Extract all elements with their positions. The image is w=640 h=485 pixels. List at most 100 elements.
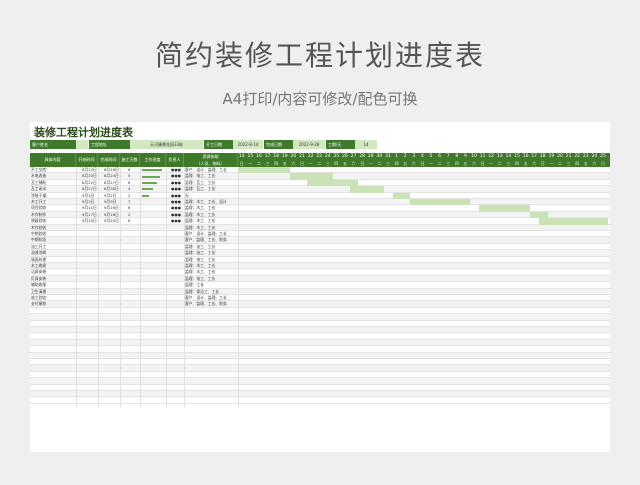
row-days[interactable]: 6 — [128, 167, 131, 172]
table-row — [30, 237, 610, 244]
row-task[interactable]: 木作制作 — [31, 211, 47, 217]
row-resource[interactable]: 客户、设计、监理、工长 — [185, 231, 227, 236]
row-task[interactable]: 油工开工 — [31, 243, 47, 249]
row-resource[interactable]: 客户、监理、工长、财务 — [185, 237, 227, 243]
row-task[interactable]: 支付尾款 — [31, 301, 47, 307]
row-start[interactable]: 8月14日 — [82, 167, 97, 172]
row-days[interactable]: 2 — [128, 211, 131, 217]
row-resource[interactable]: 监理：木工、工长 — [185, 211, 216, 217]
row-task[interactable]: 水电改造 — [31, 173, 47, 179]
row-resource[interactable]: 监理：电工、工长 — [185, 173, 216, 179]
table-row — [30, 391, 610, 398]
row-resource[interactable]: 监理：油工、工长 — [185, 243, 216, 249]
row-resource[interactable]: 监理：油工、工长 — [185, 250, 216, 256]
row-resource[interactable]: 监理：水工、工长 — [185, 269, 216, 275]
row-end[interactable]: 8月27日 — [104, 179, 119, 185]
row-start[interactable]: 9月11日 — [82, 205, 97, 211]
row-resource[interactable]: 监理：木工、工长 — [185, 218, 216, 224]
row-start[interactable]: 9月3日 — [82, 199, 95, 204]
row-end[interactable]: 8月30日 — [104, 186, 119, 192]
row-start[interactable]: 9月19日 — [82, 218, 97, 224]
row-days[interactable]: 5 — [128, 173, 131, 179]
row-task[interactable]: 木作验收 — [31, 224, 47, 230]
row-days[interactable]: 7 — [128, 199, 131, 204]
row-resource[interactable]: 监理：保洁工、工长 — [185, 288, 220, 294]
start-date-value[interactable]: 2022-8-14 — [233, 140, 263, 149]
row-task[interactable]: 瓦工闭水 — [31, 186, 47, 192]
row-task[interactable]: 中期阶段 — [31, 237, 47, 243]
row-end[interactable]: 9月2日 — [104, 192, 117, 198]
row-resource[interactable]: 客户、监理、工长、财务 — [185, 301, 227, 307]
row-task[interactable]: 洁具安装 — [31, 269, 47, 275]
page-subtitle: A4打印/内容可修改/配色可换 — [222, 90, 418, 108]
row-task[interactable]: 项目验收 — [31, 205, 47, 211]
row-resource[interactable]: 无 — [185, 192, 189, 198]
day-number: 17 — [264, 154, 271, 159]
row-start[interactable]: 8月20日 — [82, 173, 97, 179]
row-resource[interactable]: 监理：木工、工长、设计 — [185, 199, 227, 204]
row-owner[interactable]: ●●● — [171, 192, 181, 198]
row-owner[interactable]: ●●● — [171, 199, 181, 204]
row-resource[interactable]: 监理：工长 — [185, 282, 204, 288]
row-start[interactable]: 8月22日 — [82, 179, 97, 185]
row-resource[interactable]: 监理：木工、工长 — [185, 224, 216, 230]
row-end[interactable]: 8月24日 — [104, 173, 119, 179]
col-progress: 工作进度 — [140, 153, 166, 167]
row-start[interactable]: 9月1日 — [82, 192, 95, 198]
weekday-label: 五 — [342, 161, 347, 166]
row-days[interactable]: 6 — [128, 179, 131, 185]
row-task[interactable]: 木工收尾 — [31, 263, 47, 268]
row-owner[interactable]: ●●● — [171, 186, 181, 192]
row-end[interactable]: 9月25日 — [104, 218, 119, 224]
row-task[interactable]: 隐蔽验收 — [31, 218, 47, 224]
row-end[interactable]: 9月16日 — [104, 205, 119, 211]
row-days[interactable]: 2 — [128, 192, 131, 198]
row-task[interactable]: 辅助收尾 — [31, 282, 47, 288]
row-owner[interactable]: ●●● — [171, 211, 181, 217]
weekday-label: 二 — [437, 161, 442, 166]
row-resource[interactable]: 监理：瓦工、工长 — [185, 186, 216, 192]
row-resource[interactable]: 监理：电工、工长 — [185, 275, 216, 281]
row-owner[interactable]: ●●● — [171, 179, 181, 185]
weekday-label: 二 — [497, 161, 502, 166]
row-owner[interactable]: ●●● — [171, 173, 181, 179]
col-resource: 资源协助 （人员、物料） — [184, 153, 238, 167]
table-row — [30, 263, 610, 270]
row-resource[interactable]: 监理：木工、工长 — [185, 205, 216, 211]
row-task[interactable]: 涂装干燥 — [31, 192, 47, 198]
row-start[interactable]: 8月27日 — [82, 186, 97, 192]
row-end[interactable]: 9月9日 — [104, 199, 117, 204]
row-resource[interactable]: 客户、设计、监理、工长 — [185, 167, 227, 172]
row-days[interactable]: 6 — [128, 205, 131, 211]
row-task[interactable]: 瓦工铺贴 — [31, 179, 47, 185]
address-value[interactable]: 天河康景花园33栋 — [130, 140, 203, 149]
progress-bar — [142, 182, 158, 184]
row-end[interactable]: 9月18日 — [104, 211, 119, 217]
row-owner[interactable]: ●●● — [171, 167, 181, 172]
row-days[interactable]: 4 — [128, 186, 131, 192]
table-row — [30, 275, 610, 283]
row-start[interactable]: 9月17日 — [82, 211, 97, 217]
col-task: 具体内容 — [30, 153, 76, 167]
row-resource[interactable]: 监理：木工、工长 — [185, 263, 216, 268]
row-days[interactable]: 6 — [128, 218, 131, 224]
end-date-value[interactable]: 2022-9-28 — [293, 140, 325, 149]
row-task[interactable]: 卫生清理 — [31, 288, 47, 294]
row-resource[interactable]: 监理：瓦工、工长 — [185, 179, 216, 185]
column-divider — [76, 167, 77, 407]
row-resource[interactable]: 监理：电工、工长 — [185, 256, 216, 262]
duration-value[interactable]: 14 — [355, 140, 377, 149]
row-task[interactable]: 墙面处理 — [31, 256, 47, 262]
row-end[interactable]: 8月19日 — [104, 167, 119, 172]
row-resource[interactable]: 客户、设计、监理、工长 — [185, 295, 227, 300]
row-owner[interactable]: ●●● — [171, 205, 181, 211]
row-owner[interactable]: ●●● — [171, 218, 181, 224]
row-task[interactable]: 中期验收 — [31, 231, 47, 236]
row-task[interactable]: 木工开工 — [31, 199, 47, 204]
client-value[interactable] — [76, 140, 88, 149]
row-task[interactable]: 油漆涂刷 — [31, 250, 47, 256]
row-task[interactable]: 开工交底 — [31, 167, 47, 172]
row-task[interactable]: 竣工验收 — [31, 295, 47, 300]
progress-bar — [142, 175, 160, 178]
row-task[interactable]: 灯具安装 — [31, 275, 47, 281]
